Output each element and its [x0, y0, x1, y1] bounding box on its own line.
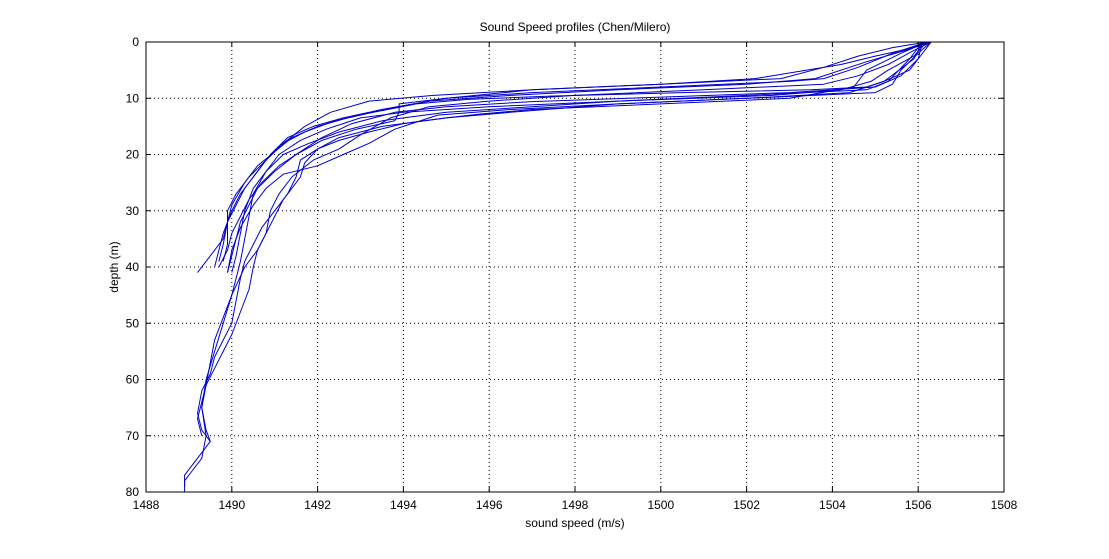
x-tick-label: 1506 [905, 498, 932, 512]
y-tick-label: 0 [132, 35, 139, 49]
profile-line-3 [218, 41, 923, 268]
y-tick-label: 10 [126, 91, 140, 105]
x-tick-label: 1500 [647, 498, 674, 512]
y-axis-label: depth (m) [107, 241, 121, 292]
profile-line-7 [231, 41, 928, 273]
y-axis-ticks: 0 10 20 30 40 50 60 70 80 [126, 35, 1004, 499]
profile-line-12 [222, 41, 927, 262]
y-tick-label: 50 [126, 316, 140, 330]
x-axis-ticks: 1488 1490 1492 1494 1496 1498 1500 1502 1504 1506… [133, 42, 1018, 512]
y-tick-label: 20 [126, 148, 140, 162]
x-tick-label: 1496 [476, 498, 503, 512]
y-tick-label: 30 [126, 204, 140, 218]
profile-line-6 [218, 41, 932, 262]
y-tick-label: 60 [126, 373, 140, 387]
x-tick-label: 1488 [133, 498, 160, 512]
series-layer [184, 41, 932, 492]
x-tick-label: 1494 [390, 498, 417, 512]
y-tick-label: 80 [126, 485, 140, 499]
x-tick-label: 1502 [733, 498, 760, 512]
profile-line-9 [184, 41, 932, 487]
x-tick-label: 1492 [304, 498, 331, 512]
profile-line-11 [197, 41, 928, 436]
y-tick-label: 40 [126, 260, 140, 274]
x-tick-label: 1490 [218, 498, 245, 512]
chart-title: Sound Speed profiles (Chen/Milero) [480, 20, 671, 34]
profile-line-10 [201, 41, 923, 442]
x-tick-label: 1498 [562, 498, 589, 512]
grid [146, 42, 1004, 492]
x-axis-label: sound speed (m/s) [525, 516, 624, 530]
x-tick-label: 1508 [991, 498, 1018, 512]
y-tick-label: 70 [126, 429, 140, 443]
profile-line-2 [197, 41, 927, 273]
x-tick-label: 1504 [819, 498, 846, 512]
